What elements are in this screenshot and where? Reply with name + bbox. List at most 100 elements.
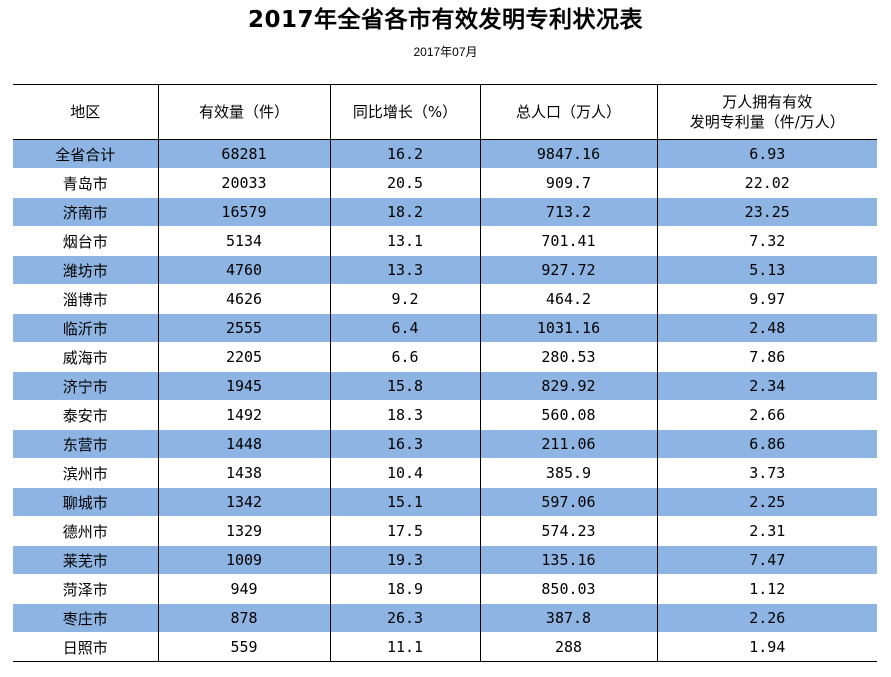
cell-patents-per-10k: 3.73 <box>656 458 877 488</box>
cell-region: 日照市 <box>13 632 159 662</box>
cell-yoy-growth: 13.3 <box>329 255 481 285</box>
cell-patents-per-10k: 7.32 <box>656 226 877 256</box>
cell-yoy-growth: 6.4 <box>329 313 481 343</box>
cell-valid-count: 2555 <box>157 313 331 343</box>
cell-region: 莱芜市 <box>13 545 159 575</box>
header-row: 地区 有效量（件） 同比增长（%） 总人口（万人） 万人拥有有效 发明专利量（件… <box>13 84 877 140</box>
cell-patents-per-10k: 6.93 <box>656 139 877 169</box>
table-row: 淄博市 4626 9.2 464.2 9.97 <box>13 284 877 314</box>
cell-population: 597.06 <box>479 487 658 517</box>
report-date: 2017年07月 <box>413 45 478 59</box>
cell-region: 潍坊市 <box>13 255 159 285</box>
cell-valid-count: 68281 <box>157 139 331 169</box>
cell-population: 713.2 <box>479 197 658 227</box>
cell-population: 288 <box>479 632 658 662</box>
cell-population: 850.03 <box>479 574 658 604</box>
cell-valid-count: 5134 <box>157 226 331 256</box>
cell-region: 聊城市 <box>13 487 159 517</box>
cell-population: 211.06 <box>479 429 658 459</box>
table-row: 东营市 1448 16.3 211.06 6.86 <box>13 429 877 459</box>
cell-valid-count: 20033 <box>157 168 331 198</box>
cell-population: 385.9 <box>479 458 658 488</box>
table-row: 济南市 16579 18.2 713.2 23.25 <box>13 197 877 227</box>
column-header-region: 地区 <box>13 84 159 140</box>
column-header-patents-per-10k: 万人拥有有效 发明专利量（件/万人） <box>656 84 877 140</box>
cell-population: 464.2 <box>479 284 658 314</box>
table-row: 滨州市 1438 10.4 385.9 3.73 <box>13 458 877 488</box>
table-row-total: 全省合计 68281 16.2 9847.16 6.93 <box>13 139 877 169</box>
cell-yoy-growth: 17.5 <box>329 516 481 546</box>
cell-valid-count: 878 <box>157 603 331 633</box>
cell-population: 927.72 <box>479 255 658 285</box>
cell-yoy-growth: 10.4 <box>329 458 481 488</box>
cell-yoy-growth: 15.8 <box>329 371 481 401</box>
cell-region: 临沂市 <box>13 313 159 343</box>
cell-region: 东营市 <box>13 429 159 459</box>
cell-region: 威海市 <box>13 342 159 372</box>
table-row: 泰安市 1492 18.3 560.08 2.66 <box>13 400 877 430</box>
table-row: 威海市 2205 6.6 280.53 7.86 <box>13 342 877 372</box>
column-header-population: 总人口（万人） <box>479 84 658 140</box>
cell-patents-per-10k: 2.66 <box>656 400 877 430</box>
cell-region: 全省合计 <box>13 139 159 169</box>
cell-region: 青岛市 <box>13 168 159 198</box>
cell-yoy-growth: 18.2 <box>329 197 481 227</box>
cell-region: 济宁市 <box>13 371 159 401</box>
column-header-yoy-growth: 同比增长（%） <box>329 84 481 140</box>
cell-valid-count: 1492 <box>157 400 331 430</box>
cell-population: 701.41 <box>479 226 658 256</box>
cell-yoy-growth: 16.2 <box>329 139 481 169</box>
cell-valid-count: 1945 <box>157 371 331 401</box>
cell-yoy-growth: 20.5 <box>329 168 481 198</box>
table-row: 莱芜市 1009 19.3 135.16 7.47 <box>13 545 877 575</box>
patent-status-table: 地区 有效量（件） 同比增长（%） 总人口（万人） 万人拥有有效 发明专利量（件… <box>13 84 877 662</box>
cell-valid-count: 1448 <box>157 429 331 459</box>
cell-region: 济南市 <box>13 197 159 227</box>
cell-population: 909.7 <box>479 168 658 198</box>
cell-valid-count: 1438 <box>157 458 331 488</box>
table-row: 菏泽市 949 18.9 850.03 1.12 <box>13 574 877 604</box>
cell-patents-per-10k: 2.31 <box>656 516 877 546</box>
cell-patents-per-10k: 7.47 <box>656 545 877 575</box>
cell-valid-count: 2205 <box>157 342 331 372</box>
cell-yoy-growth: 11.1 <box>329 632 481 662</box>
cell-yoy-growth: 18.3 <box>329 400 481 430</box>
table-row: 临沂市 2555 6.4 1031.16 2.48 <box>13 313 877 343</box>
table-row: 青岛市 20033 20.5 909.7 22.02 <box>13 168 877 198</box>
table-body: 全省合计 68281 16.2 9847.16 6.93 青岛市 20033 20.5 909.… <box>13 139 877 662</box>
cell-region: 德州市 <box>13 516 159 546</box>
cell-yoy-growth: 16.3 <box>329 429 481 459</box>
cell-patents-per-10k: 2.25 <box>656 487 877 517</box>
cell-patents-per-10k: 2.34 <box>656 371 877 401</box>
cell-region: 滨州市 <box>13 458 159 488</box>
cell-patents-per-10k: 5.13 <box>656 255 877 285</box>
cell-population: 280.53 <box>479 342 658 372</box>
cell-region: 泰安市 <box>13 400 159 430</box>
cell-patents-per-10k: 22.02 <box>656 168 877 198</box>
cell-population: 574.23 <box>479 516 658 546</box>
cell-yoy-growth: 18.9 <box>329 574 481 604</box>
cell-yoy-growth: 19.3 <box>329 545 481 575</box>
cell-valid-count: 1009 <box>157 545 331 575</box>
cell-patents-per-10k: 2.48 <box>656 313 877 343</box>
cell-valid-count: 16579 <box>157 197 331 227</box>
cell-patents-per-10k: 9.97 <box>656 284 877 314</box>
cell-patents-per-10k: 2.26 <box>656 603 877 633</box>
cell-valid-count: 4760 <box>157 255 331 285</box>
cell-yoy-growth: 6.6 <box>329 342 481 372</box>
cell-patents-per-10k: 1.94 <box>656 632 877 662</box>
cell-yoy-growth: 13.1 <box>329 226 481 256</box>
cell-yoy-growth: 9.2 <box>329 284 481 314</box>
cell-region: 菏泽市 <box>13 574 159 604</box>
table-row: 日照市 559 11.1 288 1.94 <box>13 632 877 662</box>
table-row: 枣庄市 878 26.3 387.8 2.26 <box>13 603 877 633</box>
table-row: 烟台市 5134 13.1 701.41 7.32 <box>13 226 877 256</box>
cell-patents-per-10k: 6.86 <box>656 429 877 459</box>
cell-valid-count: 559 <box>157 632 331 662</box>
cell-yoy-growth: 15.1 <box>329 487 481 517</box>
cell-population: 560.08 <box>479 400 658 430</box>
cell-population: 9847.16 <box>479 139 658 169</box>
cell-population: 387.8 <box>479 603 658 633</box>
page-title: 2017年全省各市有效发明专利状况表 <box>247 7 643 33</box>
cell-patents-per-10k: 1.12 <box>656 574 877 604</box>
